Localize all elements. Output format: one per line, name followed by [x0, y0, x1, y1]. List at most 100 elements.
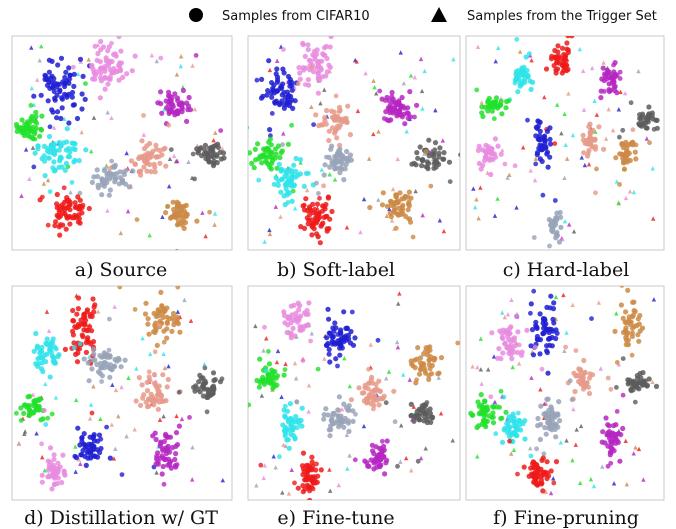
sample-point: [207, 392, 213, 399]
sample-point: [156, 308, 162, 314]
sample-point: [548, 223, 553, 228]
sample-point: [475, 399, 481, 405]
sample-point: [179, 204, 185, 210]
sample-point: [331, 109, 337, 115]
sample-point: [165, 102, 171, 108]
trigger-point: [104, 163, 109, 168]
sample-point: [106, 347, 112, 353]
sample-point: [314, 180, 319, 186]
sample-point: [607, 452, 613, 458]
sample-point: [535, 415, 541, 422]
sample-point: [155, 461, 161, 467]
sample-point: [624, 332, 630, 338]
trigger-point: [479, 381, 484, 386]
sample-point: [529, 473, 536, 479]
sample-point: [321, 183, 326, 189]
sample-point: [534, 333, 541, 340]
sample-point: [488, 171, 494, 178]
panel-frame: [465, 285, 665, 501]
trigger-point: [636, 68, 641, 74]
trigger-point: [355, 108, 361, 114]
sample-point: [424, 400, 430, 405]
sample-point: [552, 47, 558, 54]
sample-point: [531, 288, 537, 294]
sample-point: [551, 300, 557, 306]
sample-point: [61, 199, 68, 205]
sample-point: [219, 376, 225, 382]
sample-point: [321, 412, 327, 418]
sample-point: [599, 439, 605, 445]
panel-3: c) Hard-label: [465, 35, 665, 281]
sample-point: [428, 419, 434, 425]
trigger-point: [563, 142, 568, 147]
trigger-point: [398, 459, 403, 464]
sample-point: [267, 164, 273, 170]
sample-point: [541, 411, 547, 417]
sample-point: [405, 115, 411, 121]
sample-point: [561, 67, 567, 74]
sample-point: [159, 471, 165, 477]
sample-point: [630, 387, 636, 393]
trigger-point: [500, 310, 505, 315]
sample-point: [55, 460, 61, 466]
trigger-point: [553, 294, 559, 300]
sample-point: [497, 405, 503, 410]
trigger-point: [562, 111, 567, 117]
sample-point: [326, 226, 332, 232]
sample-point: [388, 198, 394, 204]
trigger-point: [43, 381, 48, 387]
sample-point: [625, 287, 631, 293]
sample-point: [573, 348, 579, 353]
sample-point: [36, 397, 42, 403]
sample-point: [393, 225, 399, 231]
sample-point: [415, 458, 421, 464]
sample-point: [329, 143, 335, 149]
trigger-point: [192, 107, 198, 112]
sample-point: [623, 151, 629, 157]
sample-point: [39, 360, 45, 366]
sample-point: [59, 105, 65, 111]
sample-point: [44, 341, 50, 347]
sample-point: [157, 318, 163, 324]
sample-point: [87, 324, 93, 330]
trigger-point: [543, 489, 549, 495]
sample-point: [553, 327, 559, 333]
trigger-point: [560, 236, 565, 242]
sample-point: [335, 407, 341, 413]
sample-point: [92, 43, 98, 49]
trigger-point: [485, 367, 491, 372]
sample-point: [168, 214, 175, 220]
trigger-point: [529, 375, 534, 380]
sample-point: [296, 81, 301, 87]
sample-point: [563, 62, 569, 68]
panel-frame: [465, 35, 665, 251]
sample-point: [291, 302, 297, 308]
sample-point: [62, 83, 68, 90]
sample-point: [38, 92, 44, 98]
sample-point: [548, 293, 554, 299]
sample-point: [164, 320, 170, 326]
sample-point: [640, 382, 646, 388]
sample-point: [33, 109, 39, 115]
sample-point: [69, 94, 75, 100]
sample-point: [309, 478, 315, 484]
sample-point: [47, 75, 54, 81]
sample-point: [600, 429, 606, 435]
sample-point: [617, 76, 623, 81]
sample-point: [623, 337, 629, 343]
sample-point: [525, 117, 530, 123]
trigger-point: [262, 463, 268, 468]
sample-point: [532, 344, 538, 350]
trigger-point: [441, 228, 447, 234]
sample-point: [407, 219, 414, 225]
sample-point: [392, 419, 398, 425]
sample-point: [72, 200, 78, 206]
sample-point: [97, 449, 103, 456]
sample-point: [631, 308, 637, 314]
sample-point: [337, 142, 343, 148]
sample-point: [603, 415, 609, 421]
sample-point: [321, 416, 327, 422]
sample-point: [109, 367, 115, 373]
sample-point: [269, 111, 275, 116]
